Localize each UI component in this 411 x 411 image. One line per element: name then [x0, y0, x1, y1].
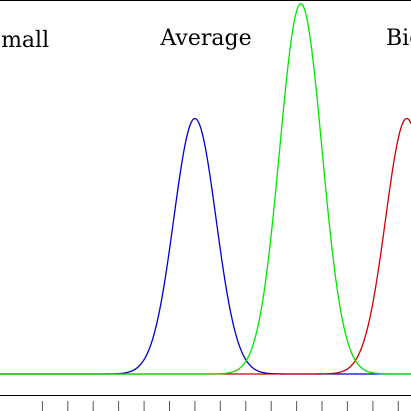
- series-label-average: Average: [159, 26, 251, 51]
- series-label-small: Small: [0, 28, 49, 53]
- membership-curves: [0, 3, 411, 375]
- x-tick-marks: [41, 401, 399, 411]
- curve-average: [0, 3, 411, 375]
- series-labels: Small Average Big: [0, 26, 411, 53]
- series-label-big: Big: [386, 26, 411, 51]
